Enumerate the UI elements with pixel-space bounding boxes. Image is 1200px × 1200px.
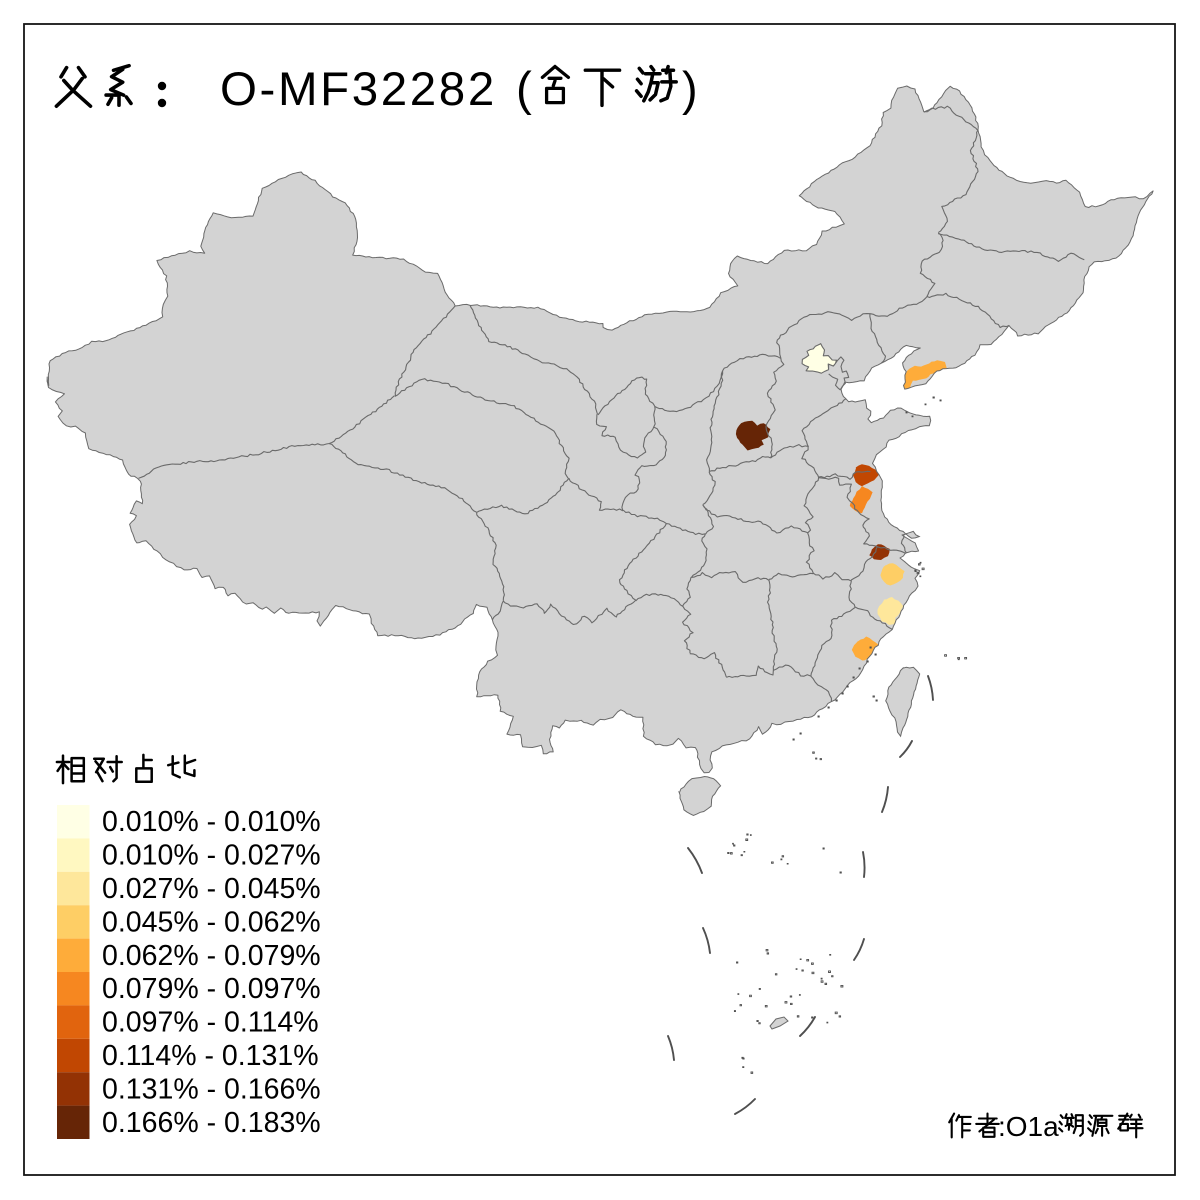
svg-text:0.062% - 0.079%: 0.062% - 0.079%	[102, 940, 321, 972]
svg-text:0.166% - 0.183%: 0.166% - 0.183%	[102, 1107, 321, 1139]
svg-text:O-MF32282: O-MF32282	[220, 63, 497, 116]
svg-text:(: (	[516, 63, 532, 116]
svg-text:0.131% - 0.166%: 0.131% - 0.166%	[102, 1073, 321, 1105]
svg-text:0.079% - 0.097%: 0.079% - 0.097%	[102, 973, 321, 1005]
svg-text:0.010% - 0.027%: 0.010% - 0.027%	[102, 840, 321, 872]
svg-text:0.045% - 0.062%: 0.045% - 0.062%	[102, 906, 321, 938]
svg-text:0.010% - 0.010%: 0.010% - 0.010%	[102, 806, 321, 838]
svg-text::O1a: :O1a	[998, 1111, 1059, 1142]
svg-text:): )	[682, 62, 698, 115]
svg-text:0.027% - 0.045%: 0.027% - 0.045%	[102, 873, 321, 905]
svg-text:0.097% - 0.114%: 0.097% - 0.114%	[102, 1007, 319, 1039]
svg-text:0.114% - 0.131%: 0.114% - 0.131%	[102, 1040, 319, 1072]
